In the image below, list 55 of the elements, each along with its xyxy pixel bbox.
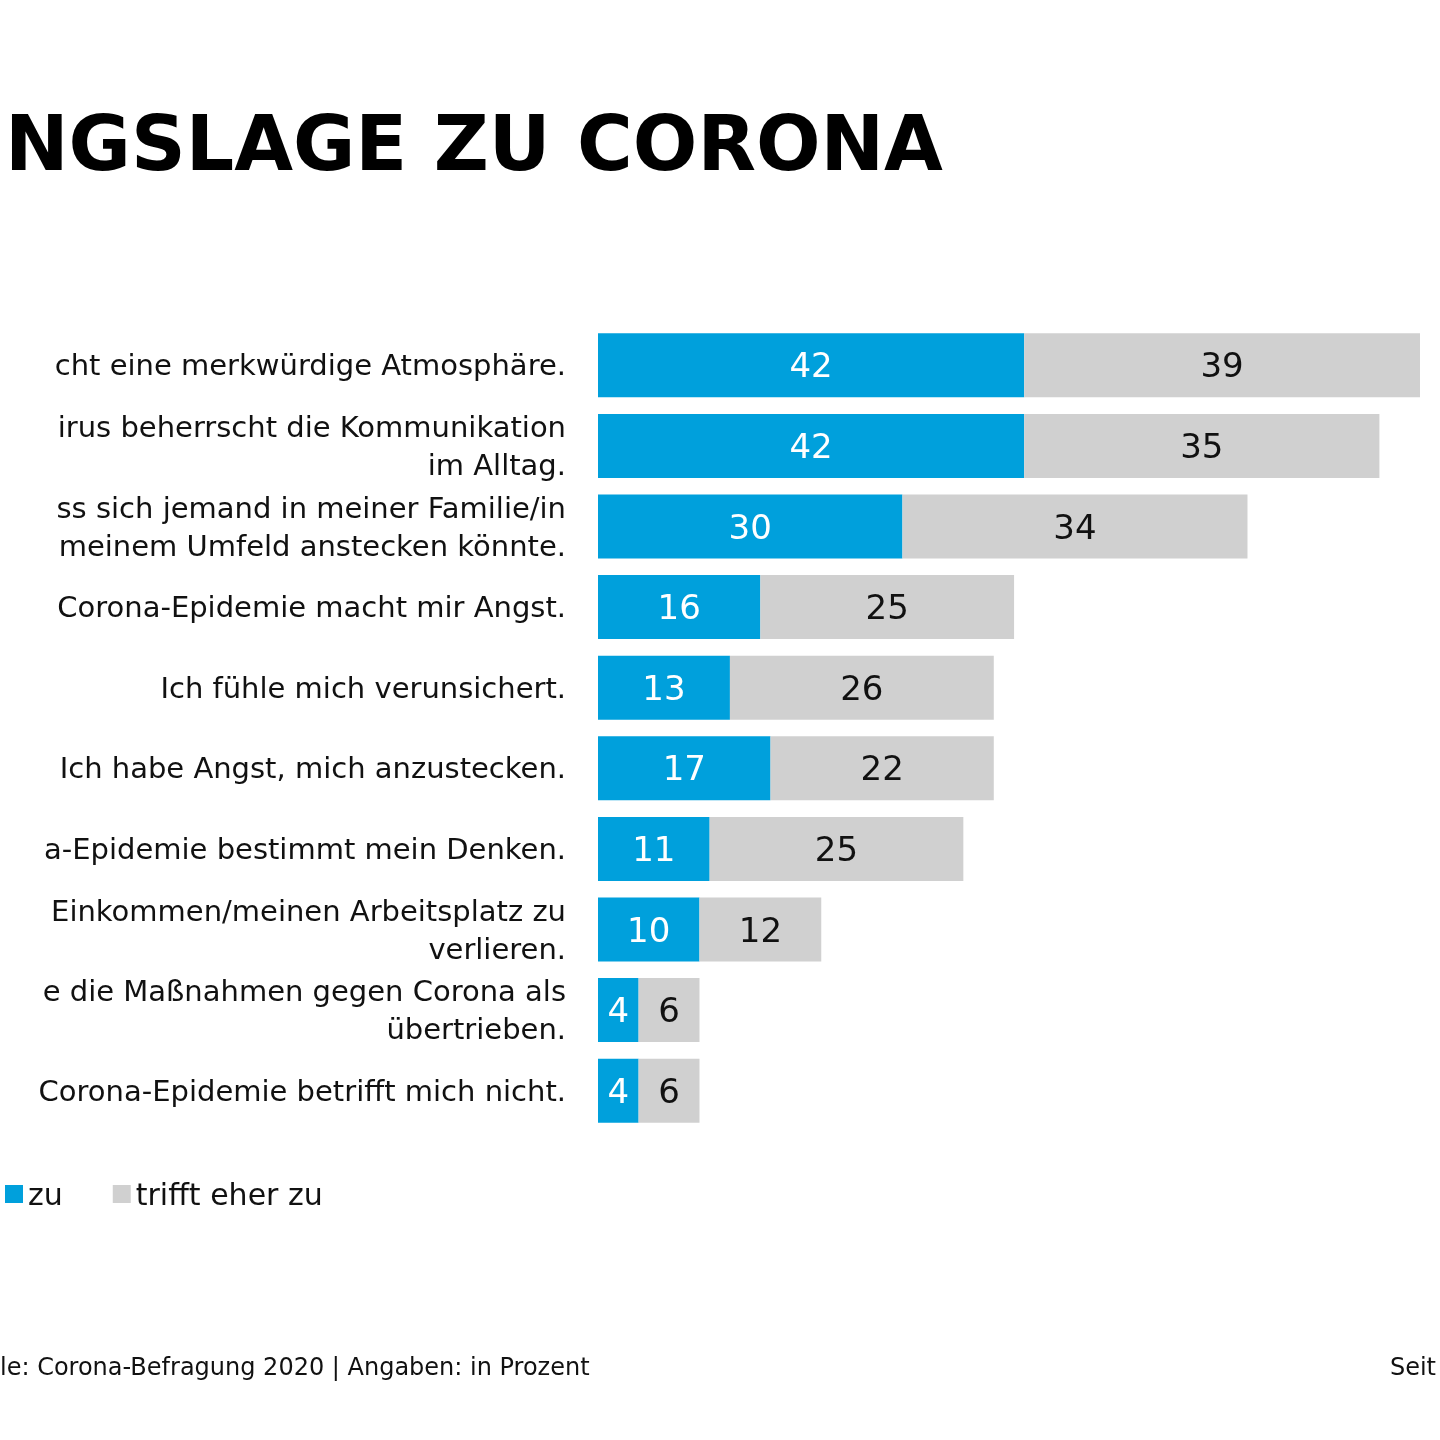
bar [598, 494, 903, 559]
data-label: 6 [658, 1070, 680, 1111]
data-label: 13 [642, 667, 686, 708]
y-tick-label: Ich habe Angst, mich anzustecken. [59, 751, 566, 786]
data-label: 34 [1053, 506, 1097, 547]
data-label: 42 [789, 345, 833, 386]
data-label: 4 [607, 990, 630, 1031]
bar [1024, 413, 1380, 478]
bar [598, 1058, 639, 1123]
data-label: 12 [738, 909, 782, 950]
legend-label: zu [28, 1176, 63, 1212]
bar [638, 1058, 700, 1123]
bar [598, 333, 1025, 398]
data-label: 39 [1200, 345, 1244, 386]
text: Seit [1389, 1353, 1436, 1381]
y-tick-label: Ich fühle mich verunsichert. [160, 670, 566, 705]
y-tick-label: irus beherrscht die Kommunikation im Alltag. [57, 409, 566, 482]
bar [770, 736, 994, 801]
bar [598, 413, 1025, 478]
bar [699, 897, 822, 962]
data-label: 25 [865, 587, 909, 628]
data-label: 25 [814, 828, 859, 869]
bar [760, 575, 1015, 640]
y-tick-label: a-Epidemie bestimmt mein Denken. [43, 831, 566, 866]
bar [709, 816, 964, 881]
data-label: 42 [789, 425, 833, 466]
bar [729, 655, 994, 720]
data-label: 17 [662, 748, 706, 789]
y-tick-label: ss sich jemand in meiner Familie/in meinem Umfeld anstecken könnte. [56, 490, 566, 563]
legend-label: trifft eher zu [135, 1176, 323, 1212]
y-tick-label: e die Maßnahmen gegen Corona als übertrieben. [42, 974, 566, 1047]
chart-title: NGSLAGE ZU CORONA [5, 98, 944, 188]
y-tick-label: Einkommen/meinen Arbeitsplatz zu verlieren. [51, 893, 566, 966]
data-label: 16 [657, 587, 701, 628]
y-tick-label: cht eine merkwürdige Atmosphäre. [54, 348, 566, 383]
data-label: 4 [607, 1070, 630, 1111]
bar [598, 655, 730, 720]
data-label: 22 [860, 748, 904, 789]
data-label: 35 [1180, 425, 1224, 466]
bar [598, 978, 639, 1043]
data-label: 26 [840, 667, 884, 708]
bar [638, 978, 700, 1043]
bar [902, 494, 1248, 559]
data-label: 10 [627, 909, 671, 950]
bar [598, 816, 710, 881]
data-label: 30 [728, 506, 772, 547]
data-label: 11 [632, 828, 676, 869]
bar [598, 897, 700, 962]
bar [598, 575, 761, 640]
text: le: Corona-Befragung 2020 | Angaben: in Prozent [0, 1353, 590, 1381]
bar [598, 736, 771, 801]
y-tick-label: Corona-Epidemie macht mir Angst. [57, 590, 566, 625]
y-tick-label: Corona-Epidemie betrifft mich nicht. [38, 1073, 566, 1108]
bar [1024, 333, 1420, 398]
data-label: 6 [658, 990, 680, 1031]
